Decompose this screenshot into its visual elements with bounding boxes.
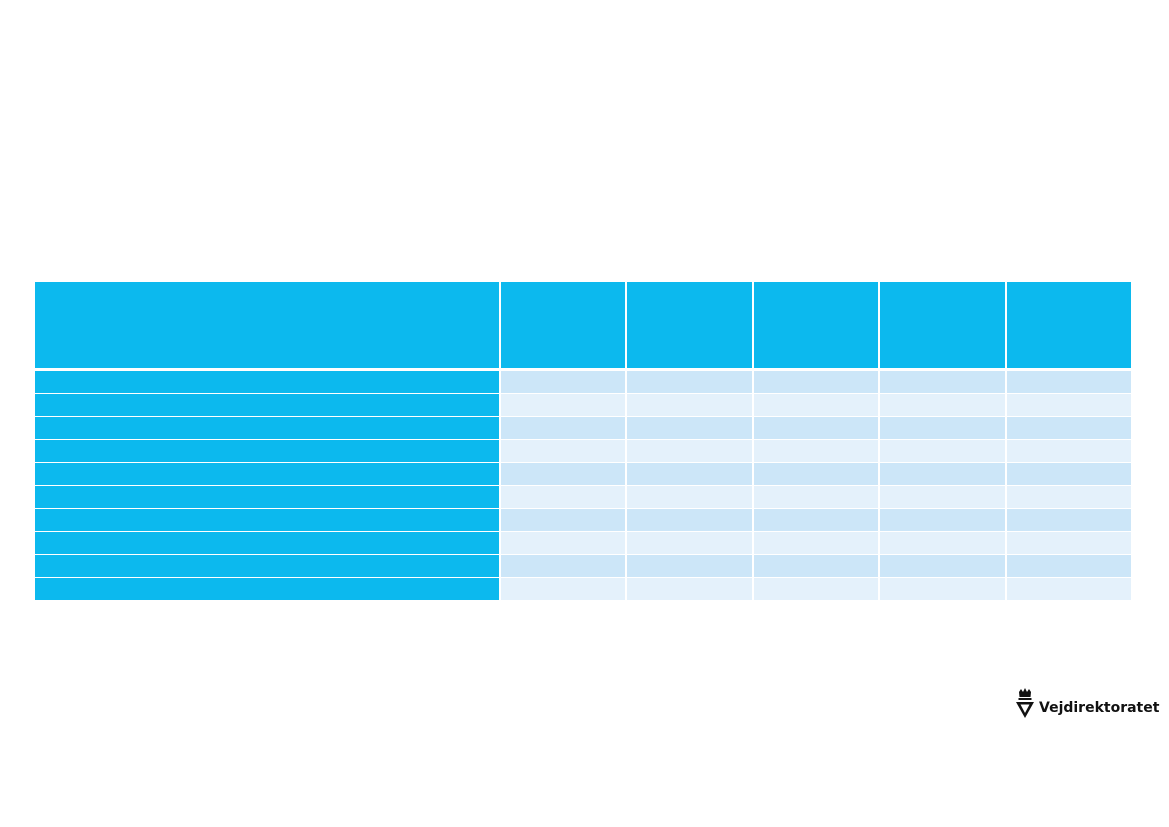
table-cell: [880, 463, 1005, 485]
table-cell: [880, 394, 1005, 416]
table-cell: [35, 371, 499, 393]
table-cell: [35, 532, 499, 554]
table-cell: [753, 578, 879, 600]
table-cell: [501, 463, 626, 485]
table-cell: [880, 509, 1005, 531]
table-cell: [1006, 417, 1132, 439]
table-cell: [753, 440, 879, 462]
table-cell: [501, 509, 626, 531]
table-row: [35, 463, 1132, 485]
header-cell: [35, 282, 499, 368]
table-row: [35, 417, 1132, 439]
table-row: [35, 394, 1132, 416]
table-cell: [753, 532, 879, 554]
header-cell: [627, 282, 752, 368]
table-cell: [35, 440, 499, 462]
table-cell: [627, 532, 752, 554]
table-row: [35, 486, 1132, 508]
table-cell: [880, 578, 1005, 600]
table-cell: [1006, 532, 1132, 554]
table-row: [35, 532, 1132, 554]
table-cell: [501, 371, 626, 393]
table-cell: [880, 555, 1005, 577]
table-cell: [627, 463, 752, 485]
table-cell: [35, 486, 499, 508]
table-cell: [1006, 578, 1132, 600]
table-cell: [753, 371, 879, 393]
table-cell: [35, 509, 499, 531]
table-cell: [35, 578, 499, 600]
table-cell: [35, 555, 499, 577]
table-cell: [501, 532, 626, 554]
table-cell: [627, 509, 752, 531]
table-cell: [501, 578, 626, 600]
table-cell: [753, 486, 879, 508]
table-cell: [627, 394, 752, 416]
table-cell: [880, 440, 1005, 462]
table-cell: [35, 394, 499, 416]
table-cell: [627, 371, 752, 393]
table-row: [35, 578, 1132, 600]
table-cell: [753, 509, 879, 531]
header-cell: [1006, 282, 1132, 368]
table-cell: [880, 371, 1005, 393]
table-cell: [1006, 486, 1132, 508]
table-cell: [753, 394, 879, 416]
crown-triangle-icon: [1016, 688, 1034, 718]
table-cell: [627, 555, 752, 577]
table-cell: [627, 440, 752, 462]
table-cell: [753, 417, 879, 439]
data-table: [35, 282, 1132, 601]
header-cell: [753, 282, 879, 368]
table-cell: [501, 555, 626, 577]
table-cell: [753, 555, 879, 577]
table-cell: [880, 486, 1005, 508]
table-cell: [753, 463, 879, 485]
table-row: [35, 509, 1132, 531]
table-cell: [627, 486, 752, 508]
table-row: [35, 440, 1132, 462]
table-header-row: [35, 282, 1132, 368]
table-cell: [1006, 394, 1132, 416]
logo-text: Vejdirektoratet: [1039, 700, 1160, 716]
table-cell: [880, 417, 1005, 439]
header-cell: [880, 282, 1005, 368]
table-cell: [501, 440, 626, 462]
table-row: [35, 555, 1132, 577]
table-cell: [501, 394, 626, 416]
table-cell: [627, 578, 752, 600]
table-cell: [1006, 463, 1132, 485]
table-cell: [1006, 440, 1132, 462]
table-cell: [501, 417, 626, 439]
header-cell: [501, 282, 626, 368]
table-cell: [35, 463, 499, 485]
table-row: [35, 371, 1132, 393]
table-cell: [501, 486, 626, 508]
table-cell: [1006, 509, 1132, 531]
table-cell: [1006, 555, 1132, 577]
table-cell: [1006, 371, 1132, 393]
table-cell: [35, 417, 499, 439]
vejdirektoratet-logo: Vejdirektoratet: [1015, 688, 1159, 718]
table-cell: [627, 417, 752, 439]
table-cell: [880, 532, 1005, 554]
